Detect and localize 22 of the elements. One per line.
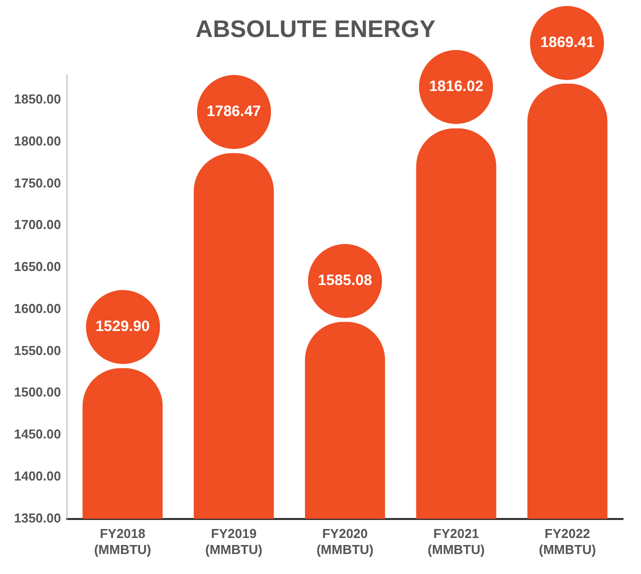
x-tick-label: FY2019 (MMBTU) [205,526,262,557]
x-tick-label: FY2020 (MMBTU) [316,526,374,557]
y-tick-label: 1450.00 [14,426,61,442]
y-tick-label: 1350.00 [14,510,61,526]
x-tick-label: FY2018 (MMBTU) [94,526,152,557]
y-tick-label: 1850.00 [14,92,61,107]
data-label: 1786.47 [206,103,262,122]
y-tick-label: 1800.00 [14,133,61,148]
chart-title: ABSOLUTE ENERGY [195,16,436,44]
y-tick-label: 1400.00 [14,468,61,484]
y-tick-label: 1750.00 [14,175,61,190]
data-label: 1585.08 [316,272,374,290]
y-tick-label: 1600.00 [14,300,61,316]
x-tick-label: FY2021 (MMBTU) [428,526,485,557]
data-label: 1816.02 [428,78,484,96]
data-label: 1869.41 [539,34,596,52]
x-tick-label: FY2022 (MMBTU) [538,526,596,557]
y-tick-label: 1550.00 [14,342,61,358]
y-tick-label: 1650.00 [14,259,61,274]
data-label: 1529.90 [94,318,151,336]
y-tick-label: 1500.00 [14,384,61,400]
y-tick-label: 1700.00 [14,217,61,232]
